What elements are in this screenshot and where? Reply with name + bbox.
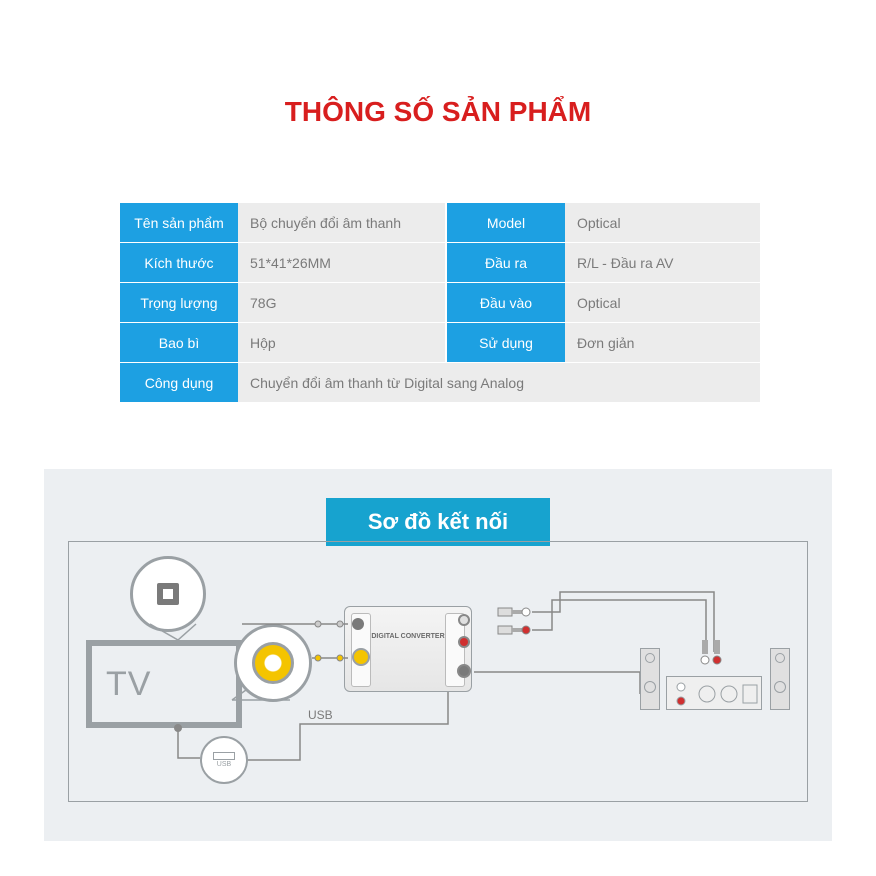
coax-port-icon — [252, 642, 294, 684]
diagram-title: Sơ đồ kết nối — [326, 498, 550, 546]
port-in-optical-icon — [352, 618, 364, 630]
speaker-right-icon — [770, 648, 790, 710]
spec-label: Sử dụng — [447, 323, 565, 363]
spec-label: Model — [447, 203, 565, 243]
spec-table: Tên sản phẩm Bộ chuyển đổi âm thanh Mode… — [120, 203, 760, 403]
coax-port-magnifier-icon — [234, 624, 312, 702]
rca-plugs-icon — [496, 604, 536, 648]
spec-value: Đơn giản — [565, 323, 760, 363]
spec-label: Trọng lượng — [120, 283, 238, 323]
spec-value: 78G — [238, 283, 445, 323]
usb-badge-icon: USB — [200, 736, 248, 784]
amplifier-icon — [666, 676, 762, 710]
table-row: Kích thước 51*41*26MM Đầu ra R/L - Đầu r… — [120, 243, 760, 283]
spec-label: Kích thước — [120, 243, 238, 283]
spec-value: Hộp — [238, 323, 445, 363]
spec-value: R/L - Đầu ra AV — [565, 243, 760, 283]
spec-label: Tên sản phẩm — [120, 203, 238, 243]
spec-value: Chuyển đổi âm thanh từ Digital sang Anal… — [238, 363, 760, 403]
spec-label: Công dụng — [120, 363, 238, 403]
usb-badge-text: USB — [217, 761, 231, 768]
usb-slot-icon — [213, 752, 235, 760]
spec-label: Đầu ra — [447, 243, 565, 283]
port-out-red-icon — [458, 636, 470, 648]
optical-square-icon — [157, 583, 179, 605]
usb-line-label: USB — [308, 708, 333, 722]
amp-input-plugs-icon — [700, 640, 724, 676]
table-row: Trọng lượng 78G Đầu vào Optical — [120, 283, 760, 323]
speaker-left-icon — [640, 648, 660, 710]
port-in-coax-icon — [352, 648, 370, 666]
spec-value: Optical — [565, 283, 760, 323]
page-title: THÔNG SỐ SẢN PHẨM — [0, 96, 876, 128]
spec-label: Đầu vào — [447, 283, 565, 323]
table-row: Công dụng Chuyển đổi âm thanh từ Digital… — [120, 363, 760, 403]
port-out-aux-icon — [457, 664, 471, 678]
spec-value: Bộ chuyển đổi âm thanh — [238, 203, 445, 243]
spec-value: Optical — [565, 203, 760, 243]
port-out-white-icon — [458, 614, 470, 626]
optical-port-magnifier-icon — [130, 556, 206, 632]
spec-value: 51*41*26MM — [238, 243, 445, 283]
spec-label: Bao bì — [120, 323, 238, 363]
tv-icon: TV — [86, 640, 242, 728]
table-row: Bao bì Hộp Sử dụng Đơn giản — [120, 323, 760, 363]
table-row: Tên sản phẩm Bộ chuyển đổi âm thanh Mode… — [120, 203, 760, 243]
